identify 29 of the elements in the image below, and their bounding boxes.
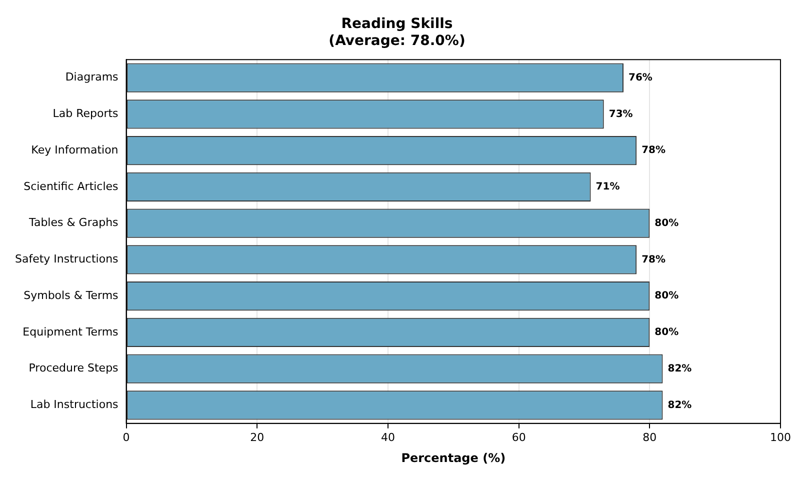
x-tick-label: 100 bbox=[770, 430, 791, 444]
data-label: 82% bbox=[668, 363, 692, 374]
data-label: 82% bbox=[668, 400, 692, 411]
x-tick-label: 80 bbox=[642, 430, 657, 444]
x-tick-label: 40 bbox=[380, 430, 395, 444]
y-tick-label: Scientific Articles bbox=[24, 180, 119, 193]
x-axis-title: Percentage (%) bbox=[401, 450, 506, 465]
data-label: 80% bbox=[654, 327, 679, 338]
data-label: 78% bbox=[642, 254, 666, 266]
data-label: 80% bbox=[654, 290, 679, 302]
chart-subtitle: (Average: 78.0%) bbox=[328, 32, 466, 49]
y-tick-label: Safety Instructions bbox=[14, 252, 119, 266]
data-label: 80% bbox=[654, 218, 679, 229]
x-tick-label: 60 bbox=[512, 430, 526, 444]
y-tick-label: Procedure Steps bbox=[28, 362, 119, 375]
y-tick-label: Equipment Terms bbox=[22, 325, 119, 338]
data-label: 73% bbox=[608, 108, 633, 120]
y-tick-label: Lab Reports bbox=[52, 107, 119, 120]
chart-title: Reading Skills bbox=[341, 16, 453, 32]
data-label: 71% bbox=[596, 182, 620, 193]
x-tick-label: 20 bbox=[250, 430, 264, 444]
data-label: 78% bbox=[642, 145, 666, 156]
x-tick-label: 0 bbox=[122, 430, 130, 444]
y-tick-label: Tables & Graphs bbox=[28, 216, 119, 230]
y-tick-label: Diagrams bbox=[65, 70, 119, 84]
data-label: 76% bbox=[628, 72, 652, 84]
y-tick-label: Symbols & Terms bbox=[24, 288, 119, 302]
y-tick-label: Lab Instructions bbox=[30, 398, 119, 412]
y-tick-label: Key Information bbox=[31, 143, 118, 156]
